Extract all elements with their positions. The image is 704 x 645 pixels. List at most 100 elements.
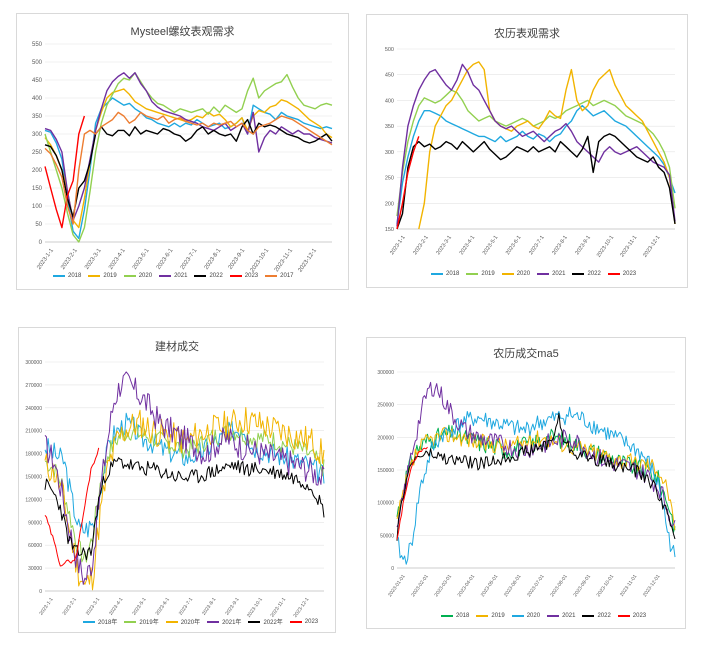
series-line-2020 (418, 61, 676, 230)
legend-item: 2022年 (248, 617, 283, 626)
chart-svg: 0 50 100 150 200 250 300 350 400 450 500 550 2023-1-… (32, 42, 333, 274)
series-line-2019年 (44, 423, 325, 563)
legend-label: 2023 (622, 271, 637, 277)
x-tick-label: 2023-4-1 (108, 247, 127, 271)
legend-item: 2019 (466, 271, 495, 277)
legend-swatch (547, 615, 560, 617)
legend-item: 2022 (194, 273, 223, 279)
y-tick-label: 120000 (25, 497, 42, 503)
x-tick-label: 2023-01-01 (387, 574, 407, 599)
y-tick-label: 240000 (25, 406, 42, 412)
series-line-2023 (396, 446, 428, 540)
legend-swatch (265, 275, 278, 277)
x-tick-label: 2023-11-01 (619, 574, 638, 598)
series-line-2020 (44, 72, 333, 243)
chart-legend: 2018年 2019年 2020年 2021年 2022年 2023 (83, 617, 325, 626)
x-tick-label: 2023-07-01 (526, 574, 546, 599)
x-tick-label: 2023-6-1 (505, 235, 523, 256)
y-tick-label: 100 (32, 204, 43, 210)
x-tick-label: 2023-2-1 (62, 597, 79, 617)
x-tick-label: 2023-5-1 (131, 597, 148, 617)
y-tick-label: 150000 (377, 468, 394, 474)
chart-svg: 150 200 250 300 350 400 450 500 2023-1-1 2023-2-1… (385, 47, 676, 259)
y-tick-label: 0 (39, 589, 42, 595)
x-tick-label: 2023-10-1 (250, 247, 271, 273)
legend-label: 2018年 (98, 620, 118, 626)
x-tick-label: 2023-5-1 (482, 235, 500, 256)
x-tick-label: 2023-3-1 (436, 235, 454, 256)
series-line-2018 (396, 104, 676, 224)
chart-panel-lunar-apparent-demand: 农历表观需求 150 200 250 300 350 400 450 500 2023-1-1 2… (366, 14, 688, 288)
x-tick-label: 2023-6-1 (156, 247, 175, 271)
x-tick-label: 2023-2-1 (60, 247, 79, 271)
chart-title: 建材成交 (155, 341, 199, 353)
legend-label: 2018 (446, 271, 460, 277)
x-tick-label: 2023-4-1 (108, 597, 125, 617)
x-tick-label: 2023-8-1 (551, 235, 569, 256)
x-tick-label: 2023-7-1 (178, 597, 195, 617)
series-line-2022 (44, 118, 333, 218)
legend-item: 2020 (511, 613, 540, 619)
x-tick-label: 2023-1-1 (36, 247, 55, 271)
y-tick-label: 100000 (377, 501, 394, 507)
legend-label: 2023 (304, 618, 319, 625)
x-tick-label: 2023-03-01 (433, 574, 453, 599)
chart-panel-building-material-deals: 建材成交 0 30000 60000 90000 120000 150000 180000 2… (18, 327, 336, 633)
x-tick-label: 2023-2-1 (412, 235, 430, 256)
x-tick-label: 2023-1-1 (38, 597, 55, 617)
series-line-2022 (396, 412, 676, 541)
y-tick-label: 400 (385, 98, 394, 104)
legend-item: 2021 (537, 271, 565, 277)
x-tick-label: 2023-11-1 (619, 235, 638, 259)
legend-label: 2020 (138, 273, 153, 279)
x-tick-label: 2023-12-1 (297, 247, 318, 273)
legend-item: 2020 (123, 273, 153, 279)
legend-item: 2020 (501, 271, 530, 277)
chart-title: Mysteel螺纹表观需求 (130, 26, 235, 38)
legend-swatch (511, 615, 524, 617)
legend-item: 2021 (547, 613, 575, 619)
series-line-2021 (44, 72, 333, 222)
legend-swatch (207, 620, 220, 623)
legend-label: 2022 (209, 273, 223, 279)
legend-label: 2022 (587, 271, 601, 277)
y-tick-label: 550 (32, 42, 43, 48)
legend-swatch (501, 273, 514, 275)
y-tick-label: 150 (385, 227, 394, 233)
legend-swatch (537, 273, 550, 275)
x-tick-label: 2023-10-1 (596, 235, 615, 259)
legend-item: 2018 (431, 271, 459, 277)
y-tick-label: 300 (385, 150, 394, 156)
y-tick-label: 300000 (25, 360, 42, 366)
y-tick-label: 90000 (28, 520, 42, 526)
y-tick-label: 300 (32, 132, 43, 138)
series-line-2022 (396, 133, 676, 230)
legend-item: 2019 (476, 613, 505, 619)
legend-label: 2023 (244, 273, 259, 279)
legend-swatch (123, 275, 136, 277)
legend-item: 2022 (582, 613, 611, 619)
legend-swatch (53, 275, 65, 277)
x-tick-label: 2023-9-1 (228, 247, 247, 271)
legend-swatch (159, 275, 172, 277)
x-tick-label: 2023-05-01 (480, 574, 500, 599)
legend-swatch (617, 615, 630, 617)
legend-swatch (441, 615, 453, 617)
legend-label: 2023 (632, 613, 647, 619)
x-tick-label: 2023-3-1 (85, 597, 102, 617)
legend-item: 2021 (159, 273, 187, 279)
legend-item: 2023 (617, 613, 647, 619)
y-tick-label: 50 (35, 222, 42, 228)
series-line-2018 (396, 424, 676, 533)
y-tick-label: 200000 (377, 435, 394, 441)
series-line-2021年 (44, 371, 325, 585)
chart-title: 农历表观需求 (494, 28, 560, 40)
legend-swatch (83, 620, 95, 623)
x-tick-label: 2023-5-1 (132, 247, 151, 271)
legend-swatch (476, 615, 489, 617)
legend-item: 2021年 (207, 617, 241, 626)
y-tick-label: 0 (391, 566, 394, 572)
chart-legend: 2018 2019 2020 2021 2022 2023 (431, 271, 643, 277)
x-tick-label: 2023-10-01 (596, 574, 616, 599)
legend-swatch (229, 275, 242, 277)
